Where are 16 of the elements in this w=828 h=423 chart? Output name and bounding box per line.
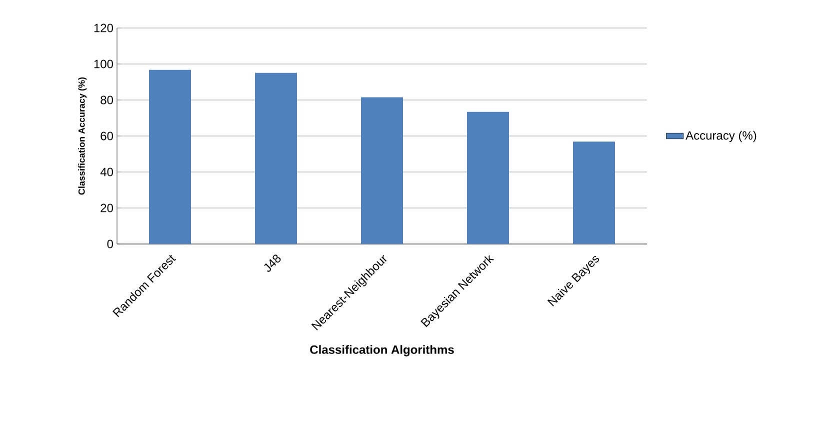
bar xyxy=(572,142,615,244)
x-axis-title: Classification Algorithms xyxy=(310,345,454,356)
y-tick-label: 20 xyxy=(100,204,114,212)
bar xyxy=(467,112,509,244)
y-axis-title: Classification Accuracy (%) xyxy=(78,77,87,195)
bar xyxy=(149,70,192,244)
y-tick-label: 80 xyxy=(100,96,114,104)
bar xyxy=(361,97,404,244)
x-tick-label: J48 xyxy=(264,254,281,272)
y-tick-label: 60 xyxy=(100,132,114,140)
y-tick-label: 100 xyxy=(94,60,114,68)
y-tick-label: 120 xyxy=(94,24,114,32)
y-tick-label: 40 xyxy=(100,168,114,176)
legend-label: Accuracy (%) xyxy=(686,130,756,142)
y-tick-label: 0 xyxy=(107,240,114,248)
bar xyxy=(255,72,298,244)
